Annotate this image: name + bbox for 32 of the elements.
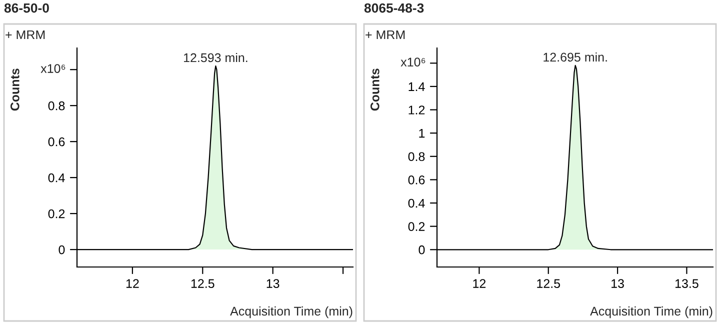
text: + MRM	[366, 30, 405, 40]
y-tick-label: 0.6	[408, 176, 425, 184]
x-axis-title: Acquisition Time (min)	[590, 306, 712, 318]
x-tick-label: 13	[612, 279, 624, 288]
y-tick-label: 1	[419, 129, 425, 138]
text: + MRM	[6, 30, 45, 40]
x-tick-label: 13.5	[676, 279, 698, 288]
y-tick-label: 0.2	[48, 209, 65, 218]
x-tick-label: 12.5	[191, 279, 214, 288]
chart-title: 8065-48-3	[364, 3, 424, 13]
chart-title: 86-50-0	[4, 3, 49, 13]
y-tick-label: 0.6	[48, 137, 65, 146]
x-axis-title: Acquisition Time (min)	[230, 306, 352, 318]
y-tick-label: 0.2	[408, 222, 425, 231]
x-tick-label: 13	[266, 279, 280, 288]
y-axis-title: Counts	[370, 68, 380, 111]
x-tick-label: 12.5	[537, 279, 560, 288]
x-tick-label: 12	[126, 279, 139, 288]
annotation: 12.695 min.	[544, 52, 607, 62]
y-axis-title: Counts	[10, 68, 20, 111]
y-tick-label: 0.8	[48, 101, 65, 110]
annotation: 12.593 min.	[184, 52, 248, 62]
x-tick-label: 12	[473, 279, 486, 288]
y-tick-label: 0	[418, 245, 425, 254]
y-tick-label: 1.4	[408, 82, 425, 91]
text: x10⁶	[40, 64, 66, 73]
y-tick-label: 0.4	[408, 198, 425, 208]
text: x10⁶	[400, 58, 426, 67]
y-tick-label: 0.4	[48, 173, 65, 182]
y-tick-label: 1.2	[408, 106, 425, 114]
y-tick-label: 0	[58, 245, 65, 254]
y-tick-label: 0.8	[408, 152, 425, 162]
